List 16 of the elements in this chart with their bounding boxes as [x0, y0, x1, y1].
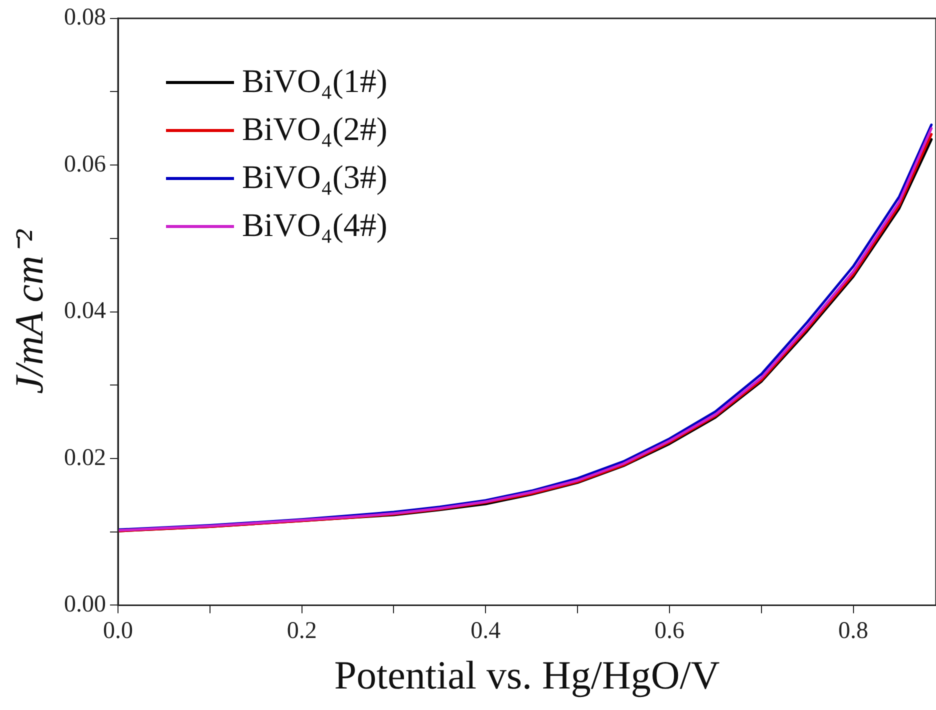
x-tick-label: 0.0: [103, 618, 133, 644]
y-tick-label: 0.04: [64, 298, 106, 324]
x-axis-title: Potential vs. Hg/HgO/V: [334, 652, 720, 698]
legend-label: BiVO₄(2#): [242, 112, 388, 149]
y-tick-label: 0.06: [64, 151, 106, 178]
legend-label: BiVO₄(4#): [242, 208, 388, 245]
y-axis-title: J/mA cm⁻²: [6, 228, 52, 394]
x-tick-label: 0.8: [838, 618, 868, 644]
x-tick-label: 0.4: [470, 618, 501, 644]
y-tick-label: 0.00: [64, 591, 106, 618]
y-tick-label: 0.08: [64, 4, 106, 31]
legend-label: BiVO₄(3#): [242, 160, 388, 197]
x-tick-label: 0.2: [286, 618, 317, 644]
y-tick-label: 0.02: [64, 444, 106, 471]
legend-label: BiVO₄(1#): [242, 64, 388, 101]
x-tick-label: 0.6: [654, 618, 684, 644]
